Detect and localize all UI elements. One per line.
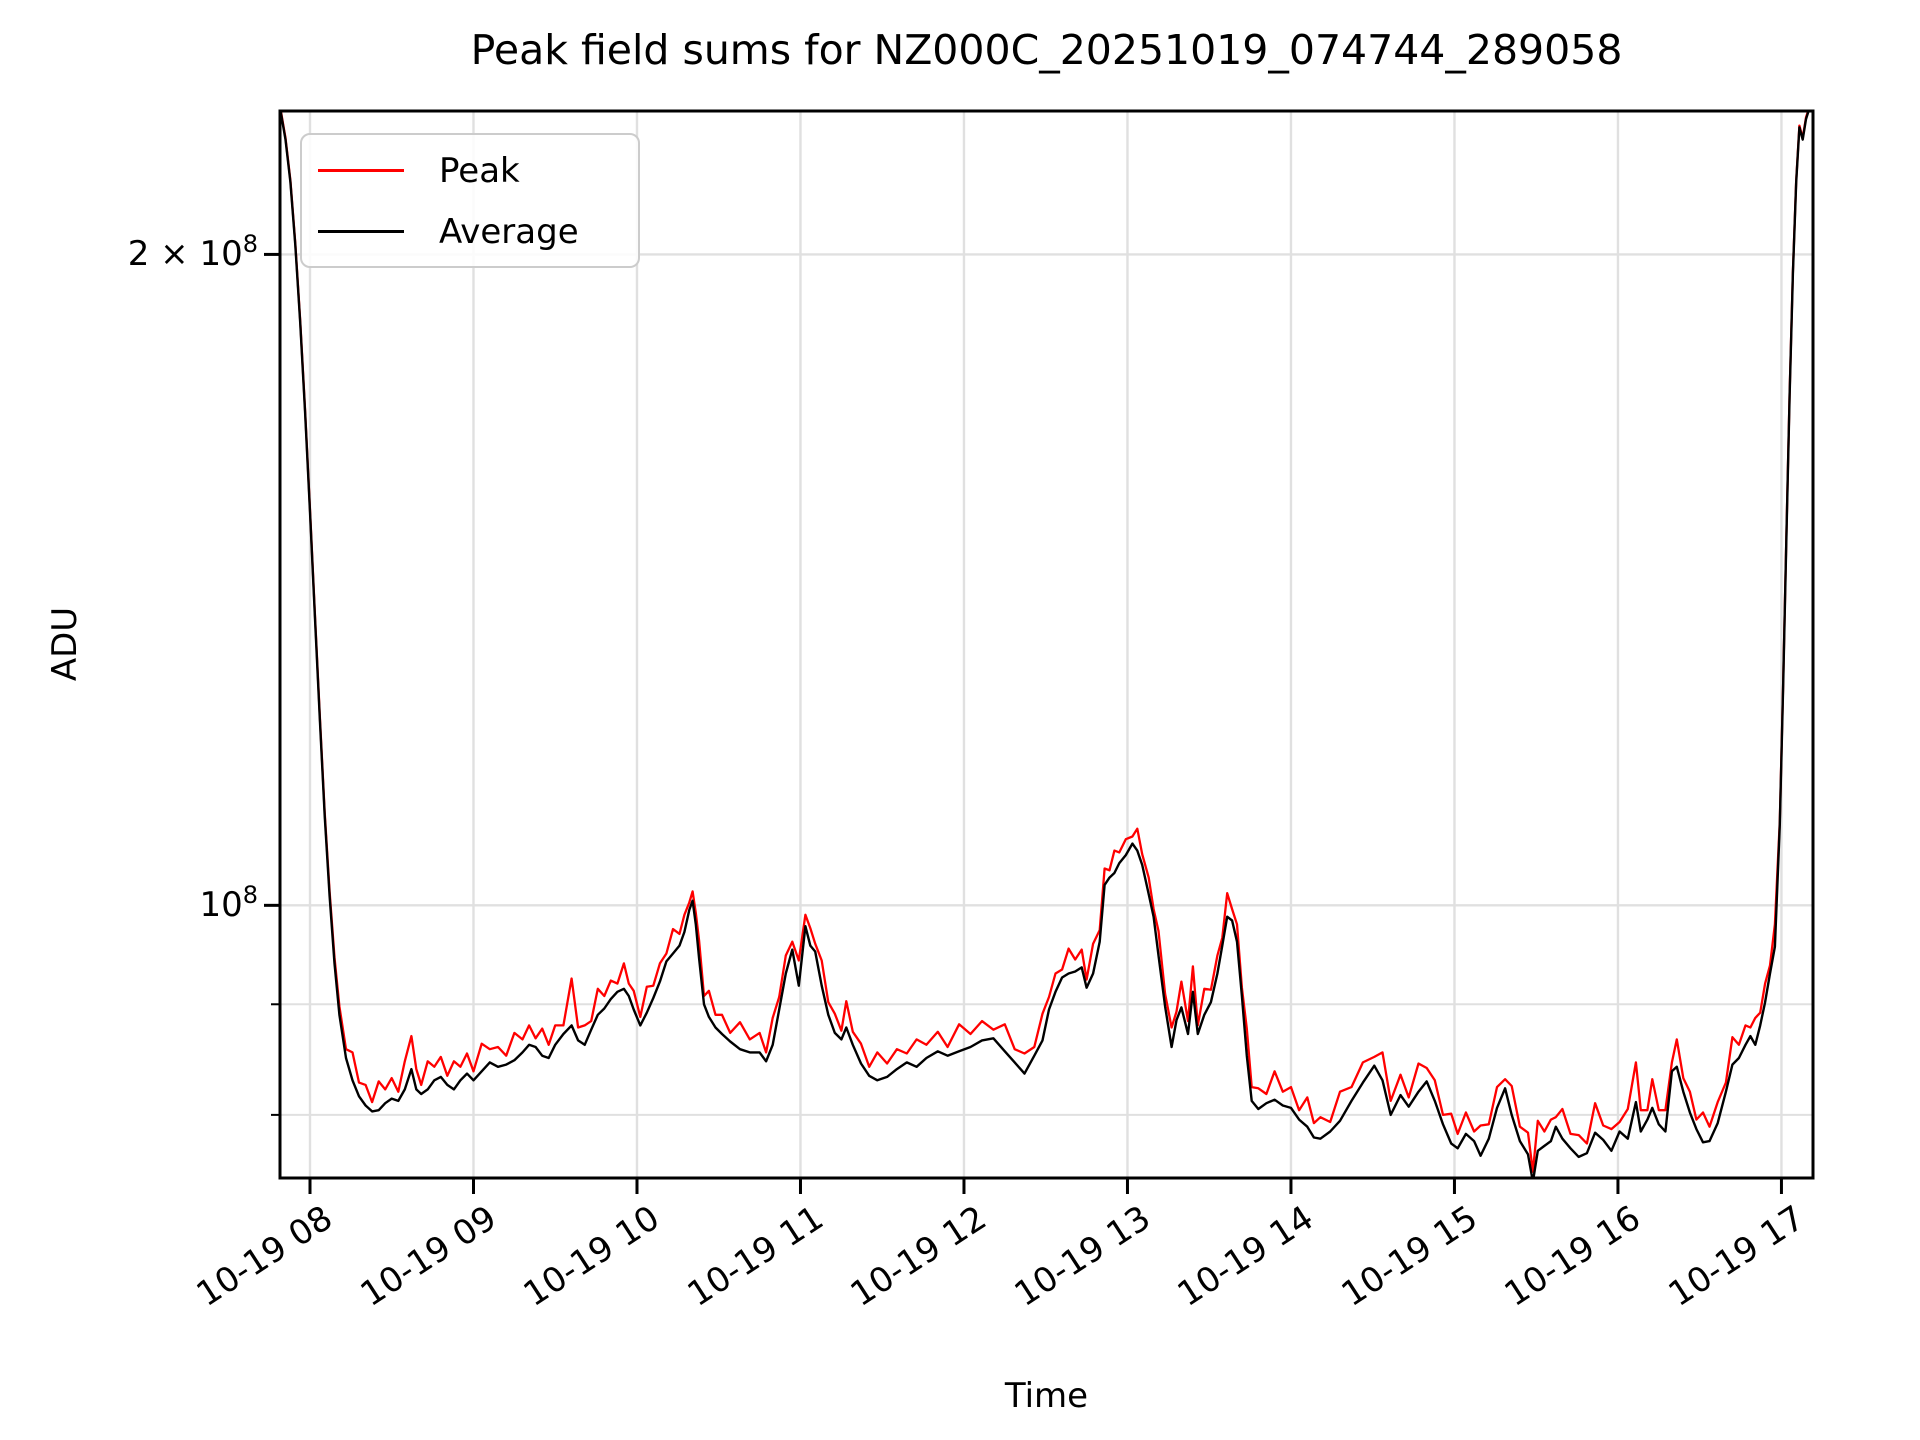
tick-marks (264, 252, 1783, 1194)
peak-line-swatch (318, 169, 404, 172)
legend-label-average: Average (439, 212, 579, 252)
data-series (280, 111, 1810, 1178)
y-tick-label: 2 × 108 (127, 230, 258, 275)
legend-item-peak: Peak (302, 149, 638, 193)
legend: Peak Average (300, 133, 640, 268)
average-line-swatch (318, 230, 404, 233)
y-axis-label: ADU (45, 606, 85, 682)
legend-item-average: Average (302, 210, 638, 254)
x-axis-label: Time (1004, 1376, 1089, 1416)
legend-label-peak: Peak (439, 151, 520, 191)
chart-title: Peak field sums for NZ000C_20251019_0747… (470, 26, 1623, 74)
y-tick-label: 108 (199, 881, 258, 926)
axes-frame (278, 109, 1815, 1180)
